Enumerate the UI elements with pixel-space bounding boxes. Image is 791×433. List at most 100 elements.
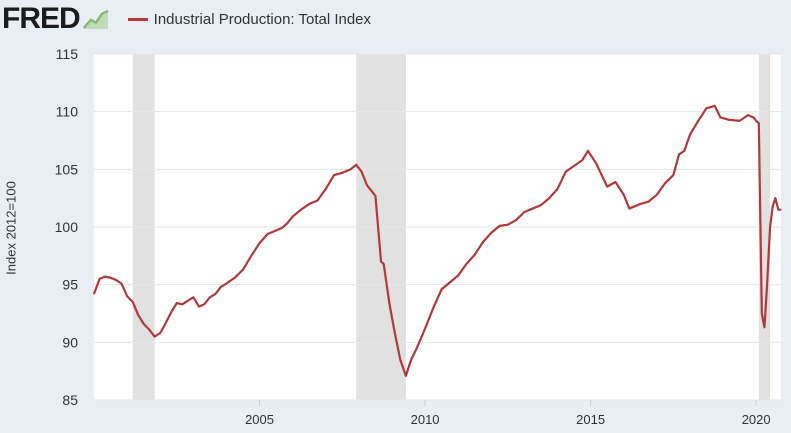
data-point: [93, 293, 95, 295]
y-tick-label: 95: [62, 277, 78, 293]
data-point: [573, 165, 575, 167]
data-point: [581, 159, 583, 161]
chart-header: FRED Industrial Production: Total Index: [0, 0, 791, 38]
data-point: [772, 205, 774, 207]
data-point: [606, 186, 608, 188]
data-point: [325, 188, 327, 190]
data-point: [507, 224, 509, 226]
data-point: [761, 312, 763, 315]
data-point: [752, 116, 755, 119]
y-tick-label: 110: [56, 104, 79, 120]
data-point: [170, 311, 172, 313]
data-point: [565, 171, 567, 173]
data-point: [300, 209, 302, 211]
data-point: [104, 275, 106, 278]
data-point: [275, 229, 277, 232]
data-point: [457, 274, 459, 277]
data-point: [705, 107, 708, 109]
data-point: [441, 288, 443, 290]
data-point: [774, 197, 776, 199]
data-point: [385, 281, 387, 283]
y-tick-label: 85: [62, 392, 78, 408]
y-tick-label: 100: [55, 219, 79, 235]
data-point: [656, 194, 658, 196]
data-point: [490, 232, 492, 234]
data-point: [132, 301, 134, 303]
data-point: [432, 307, 434, 309]
data-point: [143, 323, 145, 325]
data-point: [165, 322, 167, 324]
data-point: [258, 242, 261, 244]
data-point: [777, 209, 779, 211]
data-point: [126, 295, 128, 297]
data-point: [99, 278, 101, 280]
data-point: [766, 284, 768, 286]
data-point: [755, 120, 757, 122]
data-points: [93, 105, 782, 377]
data-point: [595, 162, 597, 165]
data-point: [587, 150, 589, 152]
data-point: [623, 194, 625, 196]
data-point: [137, 314, 139, 316]
data-point: [148, 329, 150, 331]
data-point: [728, 119, 730, 121]
data-point: [109, 277, 112, 279]
data-point: [209, 296, 211, 298]
data-point: [548, 197, 550, 199]
data-point: [333, 174, 335, 176]
legend-series-label: Industrial Production: Total Index: [153, 10, 372, 28]
data-point: [394, 331, 396, 333]
data-point: [482, 241, 484, 243]
data-point: [383, 263, 385, 265]
data-point: [540, 204, 542, 206]
data-point: [639, 203, 641, 205]
data-point: [399, 359, 401, 361]
data-point: [115, 279, 117, 281]
data-point: [349, 168, 352, 170]
data-point: [647, 201, 650, 203]
data-point: [780, 209, 782, 211]
x-tick-label: 2010: [411, 412, 440, 427]
data-point: [719, 116, 722, 119]
chart-legend: Industrial Production: Total Index: [127, 10, 372, 28]
data-point: [424, 327, 426, 330]
y-tick-label: 105: [55, 161, 79, 177]
data-point: [308, 203, 310, 205]
fred-logo-chart-icon: [81, 8, 110, 30]
x-tick-labels: 2005 2010 2015 2020: [245, 400, 771, 427]
data-point: [281, 227, 283, 229]
data-point: [360, 171, 363, 173]
data-point: [556, 188, 559, 190]
data-point: [689, 134, 691, 136]
data-point: [769, 226, 771, 228]
data-point: [267, 233, 269, 235]
x-tick-label: 2020: [742, 412, 771, 427]
data-point: [405, 375, 407, 377]
data-point: [683, 150, 685, 152]
data-point: [739, 120, 741, 122]
data-point: [220, 286, 222, 288]
data-point: [214, 293, 217, 295]
data-point: [678, 153, 680, 155]
data-point: [498, 225, 501, 227]
data-point: [380, 261, 382, 263]
data-point: [763, 326, 766, 328]
data-point: [664, 182, 666, 184]
data-point: [523, 211, 526, 213]
series-line-industrial-production: [92, 104, 781, 377]
data-point: [181, 303, 183, 305]
gridlines: [94, 53, 781, 401]
data-point: [515, 219, 517, 221]
data-point: [758, 122, 760, 124]
data-point: [614, 181, 617, 183]
data-point: [316, 199, 319, 202]
data-point: [416, 347, 418, 349]
data-point: [192, 296, 194, 298]
y-tick-labels: 85 90 95 100 105 110 115: [55, 46, 79, 408]
data-point: [198, 305, 200, 308]
data-point: [388, 302, 390, 304]
data-point: [747, 114, 749, 116]
fred-logo[interactable]: FRED: [2, 2, 81, 35]
data-point: [474, 254, 476, 256]
